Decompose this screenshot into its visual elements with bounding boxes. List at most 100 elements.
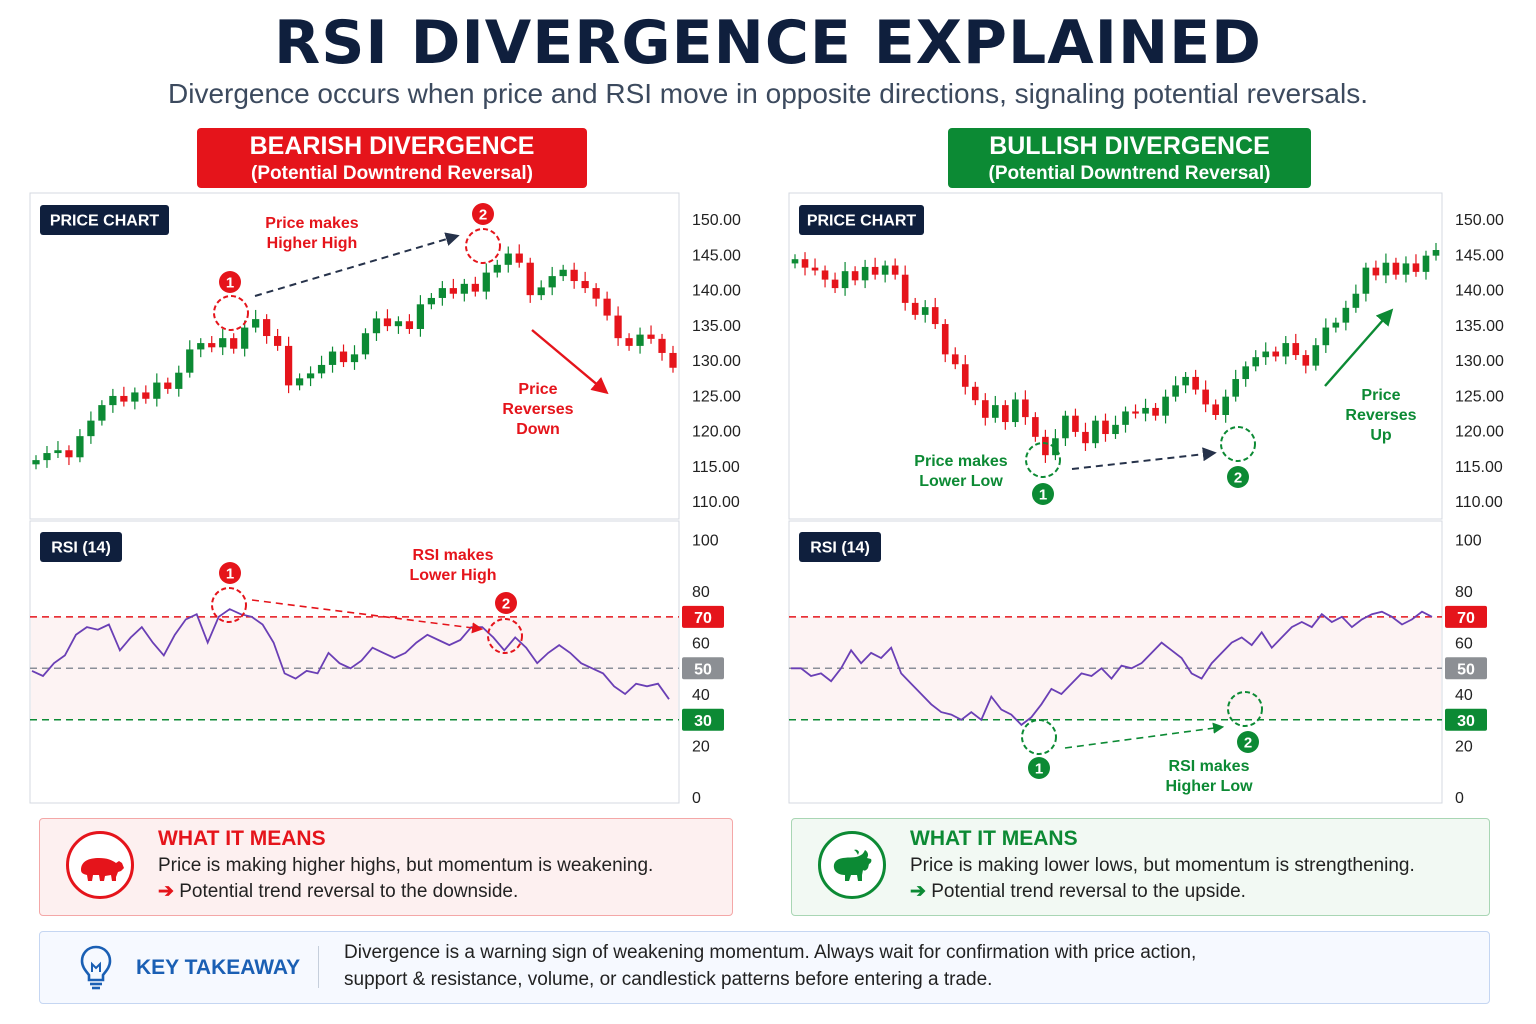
bullish-candle-body xyxy=(1152,407,1159,416)
bearish-rsi-marker-2-number: 2 xyxy=(502,596,510,613)
bullish-rsi-line xyxy=(791,610,1433,727)
bearish-candle-body xyxy=(658,338,666,353)
bearish-rsi-tick-0: 0 xyxy=(692,790,701,807)
bearish-rsi-level-badge-70 xyxy=(682,605,724,628)
takeaway-line1: Divergence is a warning sign of weakenin… xyxy=(344,942,1197,963)
bearish-candle-body xyxy=(230,338,238,349)
bearish-candle-body xyxy=(164,382,172,389)
bearish-candle-body xyxy=(339,351,348,363)
bullish-rsi-marker-1-circle xyxy=(1028,757,1050,779)
bearish-candle-body xyxy=(98,405,106,421)
bearish-means-line1: Price is making higher highs, but moment… xyxy=(158,855,654,876)
bullish-candle-body xyxy=(1422,255,1430,272)
page-title: RSI DIVERGENCE EXPLAINED xyxy=(274,8,1262,78)
bearish-candle-body xyxy=(614,315,622,339)
bearish-candle-body xyxy=(559,269,567,277)
bullish-candle-body xyxy=(1232,379,1239,397)
bearish-candle-body xyxy=(328,351,337,365)
bearish-rsi-level-badge-30 xyxy=(682,708,724,731)
bullish-candle-body xyxy=(1202,389,1209,405)
bullish-candle-body xyxy=(901,274,909,303)
bearish-candle-body xyxy=(131,392,139,402)
bullish-candle-body xyxy=(1352,293,1360,308)
bullish-price-rev-label-line-3: Up xyxy=(1370,427,1392,444)
bullish-reversal-arrow xyxy=(1324,308,1394,387)
bullish-rsi-divergence-arrow xyxy=(1064,722,1225,749)
bullish-candle-body xyxy=(841,271,849,289)
bullish-price-label-text: PRICE CHART xyxy=(807,213,917,230)
bullish-candle-body xyxy=(1182,376,1189,386)
bullish-candle-body xyxy=(961,364,969,387)
bullish-candle-body xyxy=(1192,376,1199,390)
bullish-rsi-tick-80: 80 xyxy=(1455,584,1473,601)
bullish-candle-body xyxy=(921,307,929,315)
bullish-rsi-level-label-30: 30 xyxy=(1457,713,1475,730)
bullish-candle-body xyxy=(1392,262,1400,275)
bullish-price-ll-label-line-2: Lower Low xyxy=(919,473,1003,490)
bullish-candle-body xyxy=(1172,385,1179,397)
bearish-rsi-marker-2-circle xyxy=(495,592,517,614)
bearish-candle-body xyxy=(592,288,600,299)
bearish-price-tick-115.00: 115.00 xyxy=(692,459,740,476)
bearish-candle-body xyxy=(636,334,644,346)
bullish-candle-body xyxy=(1222,396,1229,415)
bullish-candle-body xyxy=(1082,431,1089,444)
divergence-charts: 150.00 145.00 140.00 135.00 130.00 125.00 120.… xyxy=(29,192,1504,807)
bullish-rsi-label-bg xyxy=(799,532,881,562)
bearish-candle-body xyxy=(526,262,534,296)
bullish-rsi-level-label-50: 50 xyxy=(1457,661,1475,678)
bullish-candle-body xyxy=(891,265,899,275)
bullish-candle-body xyxy=(1332,322,1340,328)
bearish-rsi-level-label-30: 30 xyxy=(694,713,712,730)
bullish-candle-body xyxy=(1432,250,1440,256)
bullish-candle-body xyxy=(1072,415,1079,432)
bullish-price-tick-110.00: 110.00 xyxy=(1455,494,1503,511)
bullish-candle-body xyxy=(1142,407,1149,414)
bullish-candle-body xyxy=(811,267,819,271)
bearish-price-label-text: PRICE CHART xyxy=(50,213,160,230)
bullish-candle-body xyxy=(1032,417,1039,437)
bullish-rsi-circle-1 xyxy=(1021,719,1057,755)
bearish-candle-body xyxy=(471,283,479,292)
bullish-rsi-circle-2 xyxy=(1227,691,1263,727)
bullish-candle-body xyxy=(1062,415,1069,439)
lightbulb-icon xyxy=(78,944,114,997)
bullish-candle-body xyxy=(821,270,829,280)
bearish-candle-body xyxy=(493,264,501,273)
bullish-candle-body xyxy=(1212,404,1219,415)
bearish-price-rev-label-line-3: Down xyxy=(516,421,560,438)
bullish-price-ll-label-line-1: Price makes xyxy=(914,453,1008,470)
key-takeaway: KEY TAKEAWAY Divergence is a warning sig… xyxy=(39,931,1490,1004)
bearish-candle-body xyxy=(317,364,326,374)
bullish-candle-body xyxy=(861,266,869,281)
bullish-rsi-level-label-70: 70 xyxy=(1457,610,1475,627)
bearish-header-title: BEARISH DIVERGENCE xyxy=(249,132,535,160)
bearish-candle-body xyxy=(350,354,359,363)
bullish-candle-body xyxy=(1402,263,1410,275)
bullish-candle-body xyxy=(1042,436,1049,456)
bearish-price-tick-145.00: 145.00 xyxy=(692,247,741,264)
bearish-candle-body xyxy=(504,253,512,265)
bearish-candle-body xyxy=(625,338,633,346)
takeaway-line2: support & resistance, volume, or candles… xyxy=(344,969,993,990)
bearish-candle-body xyxy=(570,269,578,282)
bearish-header: BEARISH DIVERGENCE (Potential Downtrend … xyxy=(197,128,587,188)
bearish-candle-body xyxy=(416,304,425,329)
bear-icon xyxy=(66,831,134,899)
bearish-candle-body xyxy=(263,319,271,337)
bearish-candle-body xyxy=(284,345,293,386)
bullish-candle-body xyxy=(871,266,879,275)
page-subtitle: Divergence occurs when price and RSI mov… xyxy=(168,78,1368,109)
bullish-candle-body xyxy=(1302,355,1310,366)
bearish-rsi-tick-60: 60 xyxy=(692,636,710,653)
bullish-price-label-bg xyxy=(799,205,924,235)
bullish-price-tick-145.00: 145.00 xyxy=(1455,247,1504,264)
bullish-header: BULLISH DIVERGENCE (Potential Downtrend … xyxy=(948,128,1311,188)
bearish-price-marker-1-circle xyxy=(219,271,241,293)
bullish-price-tick-150.00: 150.00 xyxy=(1455,212,1504,229)
bearish-candle-body xyxy=(361,333,370,355)
bearish-price-tick-120.00: 120.00 xyxy=(692,424,741,441)
bearish-candle-body xyxy=(208,343,216,348)
bullish-rsi-tick-0: 0 xyxy=(1455,790,1464,807)
bearish-candle-body xyxy=(273,336,282,346)
